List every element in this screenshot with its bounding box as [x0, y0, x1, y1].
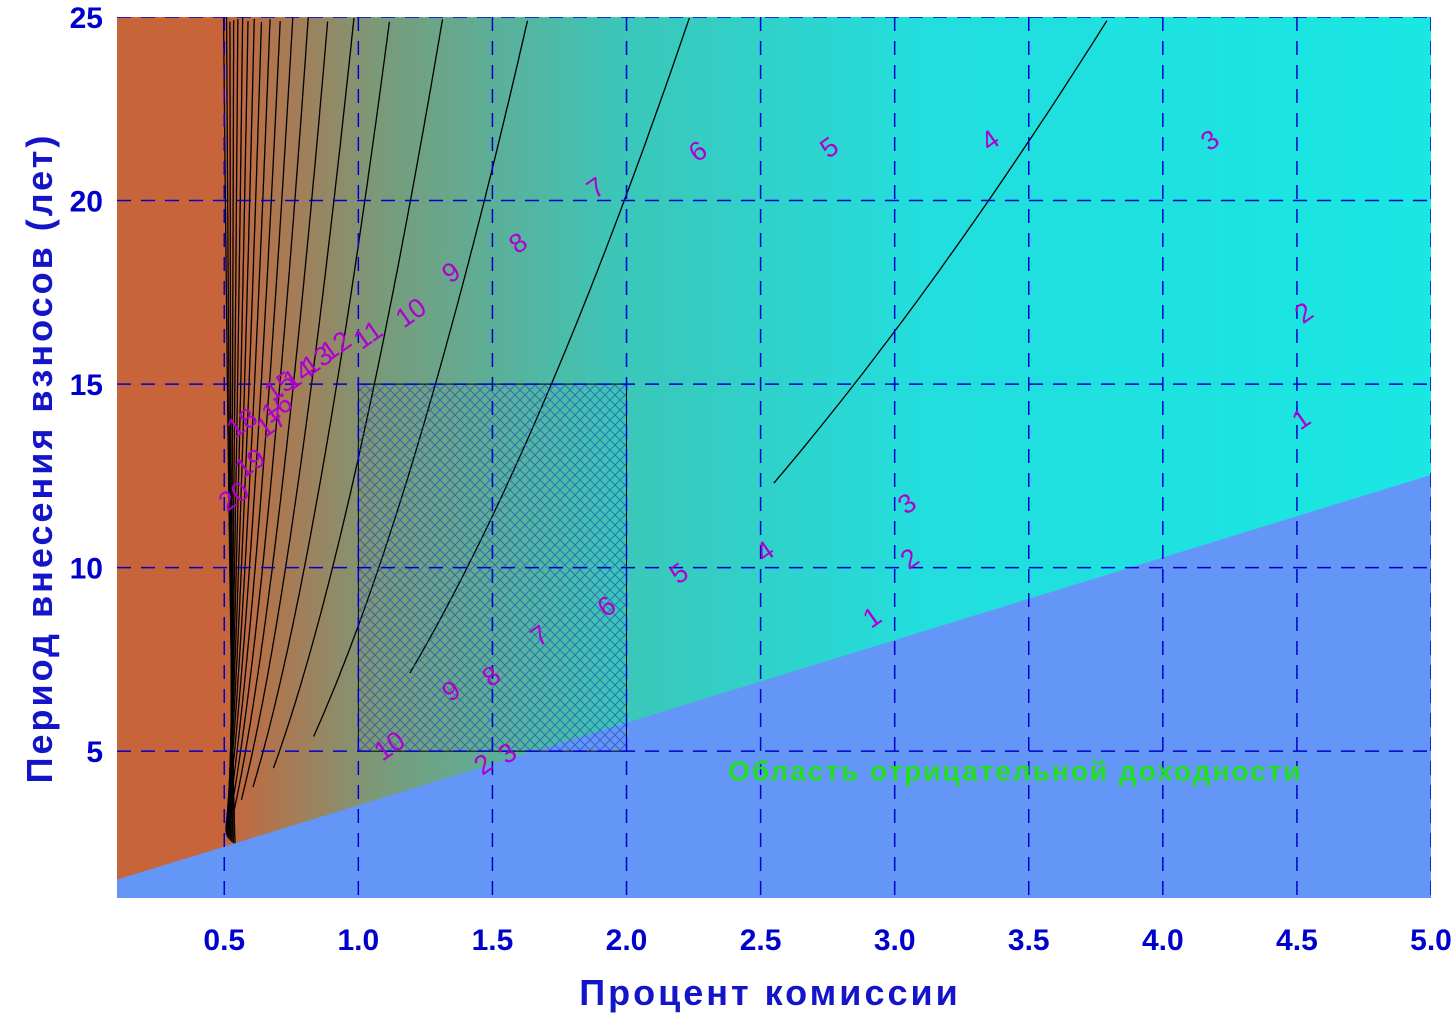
x-tick-label: 1.0 [337, 924, 379, 957]
y-axis-title: Период внесения взносов (лет) [19, 133, 60, 784]
x-tick-label: 5.0 [1410, 924, 1452, 957]
contour-line-10 [225, 21, 281, 826]
contour-line-7 [233, 21, 329, 810]
contour-line-13 [225, 18, 255, 834]
y-tick-label: 10 [70, 553, 103, 586]
y-tick-label: 25 [70, 2, 103, 35]
x-tick-label: 1.5 [472, 924, 514, 957]
contour-line-12 [225, 21, 263, 832]
x-tick-label: 4.0 [1142, 924, 1184, 957]
contour-line-9 [227, 17, 294, 821]
y-tick-label: 15 [70, 369, 103, 402]
x-tick-label: 0.5 [203, 924, 245, 957]
x-tick-label: 2.5 [740, 924, 782, 957]
contour-line-11 [225, 19, 271, 829]
contour-line-6 [240, 17, 355, 800]
contour-line-8 [229, 17, 309, 816]
contour-line-1 [773, 20, 1108, 484]
negative-region-label: Область отрицательной доходности [728, 756, 1303, 787]
x-tick-label: 3.0 [874, 924, 916, 957]
x-tick-label: 2.0 [606, 924, 648, 957]
negative-return-region [117, 474, 1431, 898]
contour-line-20 [222, 18, 236, 845]
x-tick-label: 4.5 [1276, 924, 1318, 957]
y-tick-label: 20 [70, 186, 103, 219]
x-axis-title: Процент комиссии [579, 972, 961, 1013]
contour-line-5 [252, 21, 391, 788]
x-tick-label: 3.5 [1008, 924, 1050, 957]
y-tick-label: 5 [86, 736, 103, 769]
